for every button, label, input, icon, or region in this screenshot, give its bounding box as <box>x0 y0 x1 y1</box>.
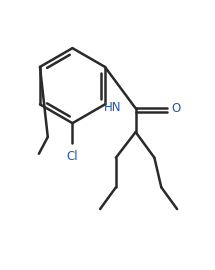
Text: HN: HN <box>104 101 122 114</box>
Text: Cl: Cl <box>67 150 78 163</box>
Text: O: O <box>172 102 181 115</box>
